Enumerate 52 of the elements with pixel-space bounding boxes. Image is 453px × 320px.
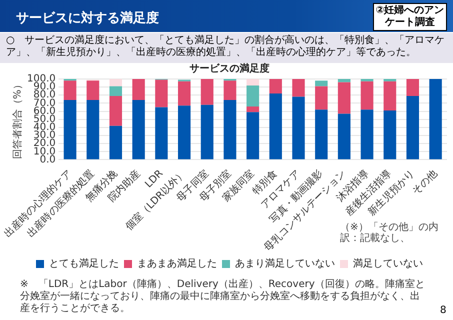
text: 8 xyxy=(440,305,446,316)
bar xyxy=(86,100,100,160)
bar xyxy=(155,107,168,160)
bar xyxy=(132,100,145,160)
bar xyxy=(338,79,350,82)
bar xyxy=(406,79,420,96)
bar xyxy=(315,80,328,86)
bar xyxy=(132,79,145,100)
text: サービスに対する満足度 xyxy=(16,10,159,27)
bar xyxy=(64,100,76,160)
bar xyxy=(246,106,260,112)
bar xyxy=(338,114,350,160)
bar xyxy=(109,126,122,160)
bar xyxy=(64,80,76,100)
bar xyxy=(292,96,305,160)
bar xyxy=(338,82,350,114)
bar xyxy=(269,94,282,160)
bar xyxy=(155,80,168,108)
bar xyxy=(246,85,260,106)
legend-label: 満足していない xyxy=(353,258,423,270)
bar xyxy=(224,80,236,100)
text: （※）「その他」の内訳：記載なし、 xyxy=(340,222,440,244)
bar xyxy=(224,100,236,160)
bar xyxy=(406,96,420,160)
bar xyxy=(384,110,396,160)
bar xyxy=(360,110,374,160)
bar xyxy=(246,79,260,86)
bar xyxy=(200,79,214,105)
bar xyxy=(109,86,122,96)
legend-label: まあまあ満足した xyxy=(137,258,217,270)
bar xyxy=(384,81,396,110)
legend-label: あまり満足していない xyxy=(235,258,335,270)
bar xyxy=(246,112,260,160)
bar xyxy=(315,86,328,110)
chart-title: サービスの満足度 xyxy=(190,62,270,75)
bar xyxy=(360,81,374,110)
bar xyxy=(269,79,282,94)
legend-label: とても満足した xyxy=(49,258,119,270)
bar xyxy=(86,80,100,100)
bar xyxy=(200,104,214,160)
y-axis-title: 回答者割合（%） xyxy=(12,80,24,160)
bar xyxy=(178,106,191,160)
bar xyxy=(178,81,191,106)
bar xyxy=(109,96,122,126)
y-tick-label: 0.0 xyxy=(40,154,56,166)
text: ○ サービスの満足度において、「とても満足した」の割合が高いのは、「特別食」、「アロマケア」、「新生児預かり」、「出産時の医療的処置」、「出産時の心理的ケア」等であった。 xyxy=(0,33,453,63)
text: ②妊婦へのアンケート調査 xyxy=(373,3,447,31)
text: ※ 「LDR」とはLabor（陣痛）、Delivery（出産）、Recovery（回復）の略。陣痛室と分娩室が一緒になっており、陣痛の最中に陣痛室から分娩室へ移動をする負担がなく、出産を行うことができる。 xyxy=(20,279,425,315)
bar xyxy=(315,110,328,160)
bar xyxy=(292,79,305,97)
bar xyxy=(429,79,442,160)
bar xyxy=(109,79,122,86)
